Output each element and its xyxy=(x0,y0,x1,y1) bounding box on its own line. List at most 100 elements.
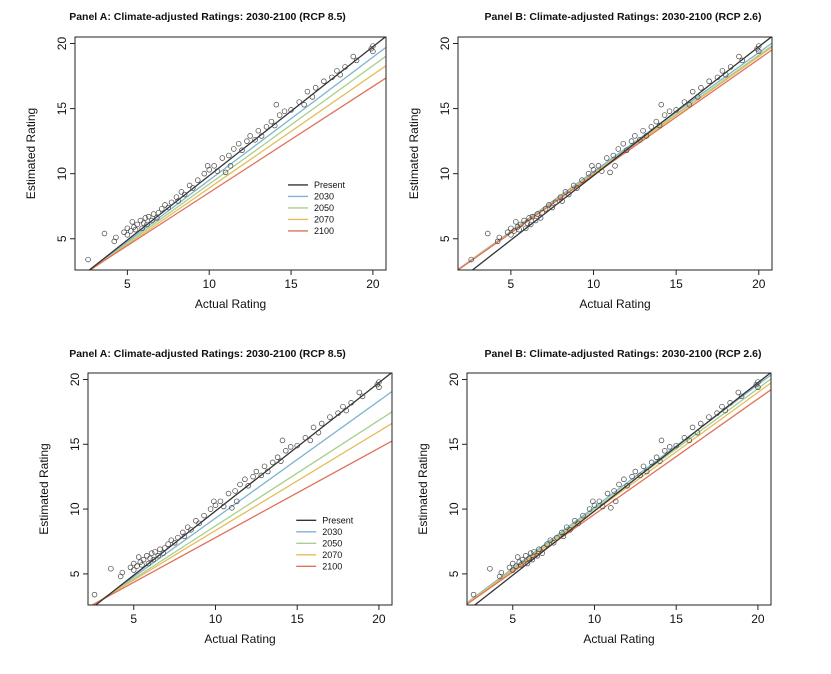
data-point xyxy=(653,118,660,125)
data-point xyxy=(722,71,729,78)
data-point xyxy=(139,562,145,568)
data-point xyxy=(124,225,131,232)
data-point xyxy=(302,435,309,441)
data-point xyxy=(706,414,712,420)
data-point xyxy=(686,101,693,108)
data-point xyxy=(508,232,514,238)
data-point xyxy=(162,545,168,551)
data-point xyxy=(214,168,221,174)
data-point xyxy=(719,68,726,74)
data-point xyxy=(567,527,573,533)
data-point xyxy=(722,407,728,414)
data-point xyxy=(719,403,725,410)
data-point xyxy=(657,458,663,464)
data-point xyxy=(304,88,311,95)
data-point xyxy=(697,420,704,427)
data-point xyxy=(350,53,357,60)
data-point xyxy=(510,567,516,573)
data-point xyxy=(621,476,627,483)
data-point xyxy=(632,468,639,475)
fit-line-present xyxy=(94,373,392,605)
data-point xyxy=(175,198,181,204)
fit-line-present xyxy=(471,37,772,270)
data-point xyxy=(624,483,630,489)
x-tick-label: 5 xyxy=(124,277,131,291)
data-point xyxy=(165,204,172,211)
data-point xyxy=(340,403,346,410)
data-point xyxy=(296,99,302,105)
data-point xyxy=(513,563,519,569)
y-axis-label: Estimated Rating xyxy=(37,443,51,534)
data-point xyxy=(523,552,529,559)
data-point xyxy=(307,437,314,444)
data-point xyxy=(165,541,171,547)
data-point xyxy=(255,127,262,134)
data-point xyxy=(250,473,256,480)
data-point xyxy=(755,379,761,385)
data-point xyxy=(596,498,603,505)
data-point xyxy=(662,448,668,454)
data-point xyxy=(590,167,597,173)
data-point xyxy=(335,410,341,416)
data-point xyxy=(281,108,288,114)
data-point xyxy=(152,549,158,555)
data-point xyxy=(315,429,322,436)
x-tick-label: 15 xyxy=(669,277,683,291)
data-point xyxy=(496,234,503,241)
data-point xyxy=(686,437,693,444)
data-point xyxy=(570,182,577,189)
data-point xyxy=(468,256,474,263)
data-point xyxy=(188,527,194,533)
fit-lines xyxy=(458,37,772,270)
data-point xyxy=(640,127,646,134)
plot-frame xyxy=(74,36,387,271)
data-point xyxy=(706,78,712,85)
data-point xyxy=(628,138,635,144)
legend-label: Present xyxy=(322,516,354,526)
data-point xyxy=(312,85,319,91)
data-point xyxy=(673,442,679,449)
data-point xyxy=(599,503,606,510)
data-point xyxy=(689,424,696,431)
data-point xyxy=(694,94,701,100)
data-point xyxy=(148,550,155,556)
data-point xyxy=(168,199,175,206)
data-point xyxy=(231,146,237,152)
data-point xyxy=(232,488,238,494)
x-tick-label: 15 xyxy=(284,277,298,291)
data-point xyxy=(235,140,242,147)
data-point xyxy=(157,546,163,553)
data-point xyxy=(150,556,157,563)
fit-line-2100 xyxy=(90,440,392,605)
x-axis-label: Actual Rating xyxy=(579,297,650,311)
data-point xyxy=(612,498,619,505)
data-point xyxy=(580,512,586,519)
data-point xyxy=(162,202,168,208)
data-point xyxy=(309,94,316,100)
data-point xyxy=(529,213,536,220)
data-point xyxy=(144,221,150,228)
data-point xyxy=(532,217,539,224)
fit-line-2070 xyxy=(91,422,392,605)
x-axis-label: Actual Rating xyxy=(195,297,266,311)
scatter-chart: 5 10 15 20 5 10 15 20 Actual Rating Estimated Rat… xyxy=(407,36,773,311)
x-tick-label: 10 xyxy=(209,612,223,626)
data-point xyxy=(550,540,557,546)
data-point xyxy=(155,209,162,216)
data-point xyxy=(591,502,598,508)
data-point xyxy=(620,140,627,147)
data-point xyxy=(514,554,521,560)
legend-label: Present xyxy=(314,180,346,190)
data-point xyxy=(337,71,343,78)
fit-line-2030 xyxy=(93,390,392,605)
data-point xyxy=(565,191,572,198)
fit-lines xyxy=(90,373,392,605)
legend-label: 2030 xyxy=(314,192,334,202)
data-point xyxy=(739,57,746,64)
x-tick-label: 10 xyxy=(203,277,217,291)
data-point xyxy=(585,170,592,177)
data-point xyxy=(552,199,559,206)
legend-label: 2070 xyxy=(314,215,334,225)
data-point xyxy=(134,221,140,228)
